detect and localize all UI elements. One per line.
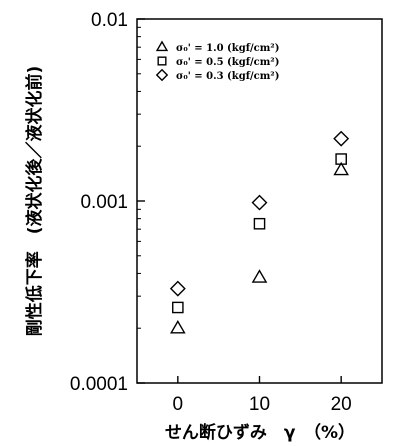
legend-label: σ₀' = 1.0 (kgf/cm²) xyxy=(176,43,279,54)
x-tick-label: 10 xyxy=(249,394,270,415)
data-point-square xyxy=(172,301,184,314)
data-point-triangle xyxy=(333,161,349,176)
y-tick-label: 0.01 xyxy=(91,10,128,31)
legend-label: σ₀' = 0.5 (kgf/cm²) xyxy=(176,57,279,68)
legend-marker-triangle xyxy=(155,40,169,52)
legend: σ₀' = 1.0 (kgf/cm²) σ₀' = 0.5 (kgf/cm²) σ₀… xyxy=(155,40,279,82)
data-point-triangle xyxy=(251,269,268,283)
y-tick-label: 0.001 xyxy=(80,192,128,213)
data-point-square xyxy=(253,217,266,230)
y-tick-label: 0.0001 xyxy=(70,374,128,395)
legend-marker-square xyxy=(157,56,167,66)
data-point-diamond xyxy=(251,194,268,211)
y-axis-ticks: 0.0001 0.001 0.01 xyxy=(70,10,145,395)
data-markers xyxy=(169,130,350,334)
data-point-diamond xyxy=(169,280,186,297)
x-axis-ticks: 0 10 20 xyxy=(173,376,352,415)
x-tick-label: 0 xyxy=(173,394,184,415)
legend-label: σ₀' = 0.3 (kgf/cm²) xyxy=(176,71,279,82)
legend-marker-diamond xyxy=(155,68,169,82)
data-point-square xyxy=(335,153,347,165)
y-axis-title: 剛性低下率 (液状化後／液状化前) xyxy=(24,66,45,337)
x-axis-title: せん断ひずみ γ （%） xyxy=(165,422,355,443)
x-tick-label: 20 xyxy=(331,394,352,415)
data-point-triangle xyxy=(170,319,186,334)
data-point-diamond xyxy=(333,130,350,147)
